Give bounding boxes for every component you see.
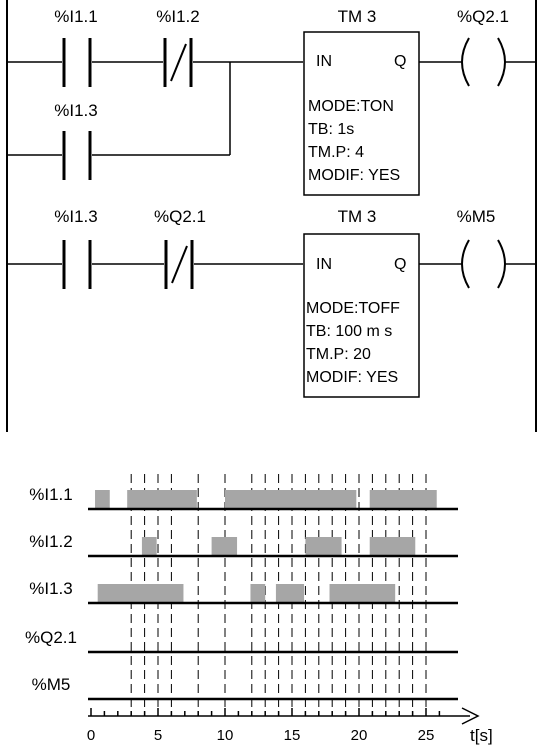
- signal-pulse: [369, 490, 437, 509]
- timer-block-tm3-ton: [303, 31, 420, 196]
- time-tick-label: 5: [154, 727, 162, 744]
- signal-labels: %I1.1 %I1.2 %I1.3 %Q2.1 %M5: [25, 485, 77, 694]
- contact-i1-2-negation-slash: [170, 43, 187, 82]
- coil-m5-left-arc: [461, 239, 470, 289]
- signal-pulse: [225, 490, 357, 509]
- timer-param-tb: TB: 100 m s: [306, 323, 392, 340]
- contact-q2-1-negation-slash: [171, 245, 188, 284]
- time-tick-label: 15: [284, 727, 301, 744]
- signal-pulse: [305, 537, 342, 556]
- coil-m5-label: %M5: [457, 207, 496, 226]
- timer-param-tmp: TM.P: 20: [306, 346, 371, 363]
- signal-baselines: [88, 507, 458, 701]
- rung-2: %I1.3 %Q2.1 TM 3 IN Q MODE:TOFF TB: 100 …: [7, 207, 536, 398]
- signal-label: %I1.2: [29, 532, 72, 551]
- signal-pulse: [329, 584, 396, 603]
- coil-q2-1-left-arc: [461, 37, 470, 87]
- contact-q2-1-label: %Q2.1: [154, 207, 206, 226]
- signal-pulse: [127, 490, 197, 509]
- timer-param-mode: MODE:TON: [308, 98, 394, 115]
- time-axis-label: t[s]: [470, 726, 493, 745]
- time-tick-label: 25: [418, 727, 435, 744]
- timing-diagram: %I1.1 %I1.2 %I1.3 %Q2.1 %M5 t[s] 0 5 10 15 20 25: [25, 474, 493, 745]
- contact-i1-2-label: %I1.2: [156, 7, 199, 26]
- timer-param-mode: MODE:TOFF: [306, 300, 400, 317]
- coil-q2-1-label: %Q2.1: [457, 7, 509, 26]
- signal-pulse: [95, 490, 110, 509]
- signal-label: %I1.3: [29, 579, 72, 598]
- signal-pulses: [95, 490, 437, 603]
- signal-pulse: [141, 537, 157, 556]
- signal-label: %M5: [32, 675, 71, 694]
- coil-q2-1-right-arc: [497, 37, 506, 87]
- contact-i1-3-label: %I1.3: [54, 101, 97, 120]
- timer-q-label: Q: [394, 53, 406, 70]
- timer-q-label: Q: [394, 256, 406, 273]
- ladder-diagram: %I1.1 %I1.2 %I1.3 TM 3 IN Q MODE:TON TB:…: [6, 0, 537, 432]
- timer-param-tmp: TM.P: 4: [308, 144, 364, 161]
- timer-param-tb: TB: 1s: [308, 121, 354, 138]
- contact-i1-3-label: %I1.3: [54, 207, 97, 226]
- contact-i1-1-label: %I1.1: [54, 7, 97, 26]
- time-tick-label: 10: [217, 727, 234, 744]
- timer-param-modif: MODIF: YES: [308, 167, 400, 184]
- timer-title: TM 3: [338, 7, 377, 26]
- timer-param-modif: MODIF: YES: [306, 369, 398, 386]
- time-axis-arrow-icon: [461, 707, 480, 725]
- signal-pulse: [275, 584, 305, 603]
- timer-block-tm3-toff: [303, 233, 420, 398]
- coil-m5-right-arc: [497, 239, 506, 289]
- signal-label: %I1.1: [29, 485, 72, 504]
- signal-pulse: [97, 584, 184, 603]
- signal-pulse: [211, 537, 238, 556]
- signal-label: %Q2.1: [25, 628, 77, 647]
- time-tick-label: 20: [351, 727, 368, 744]
- signal-pulse: [250, 584, 266, 603]
- time-axis-ticks: 0 5 10 15 20 25: [87, 708, 441, 744]
- timer-title: TM 3: [338, 207, 377, 226]
- timer-in-label: IN: [316, 53, 332, 70]
- timer-in-label: IN: [316, 256, 332, 273]
- signal-pulse: [369, 537, 416, 556]
- time-tick-label: 0: [87, 727, 95, 744]
- rung-1: %I1.1 %I1.2 %I1.3 TM 3 IN Q MODE:TON TB:…: [7, 7, 536, 196]
